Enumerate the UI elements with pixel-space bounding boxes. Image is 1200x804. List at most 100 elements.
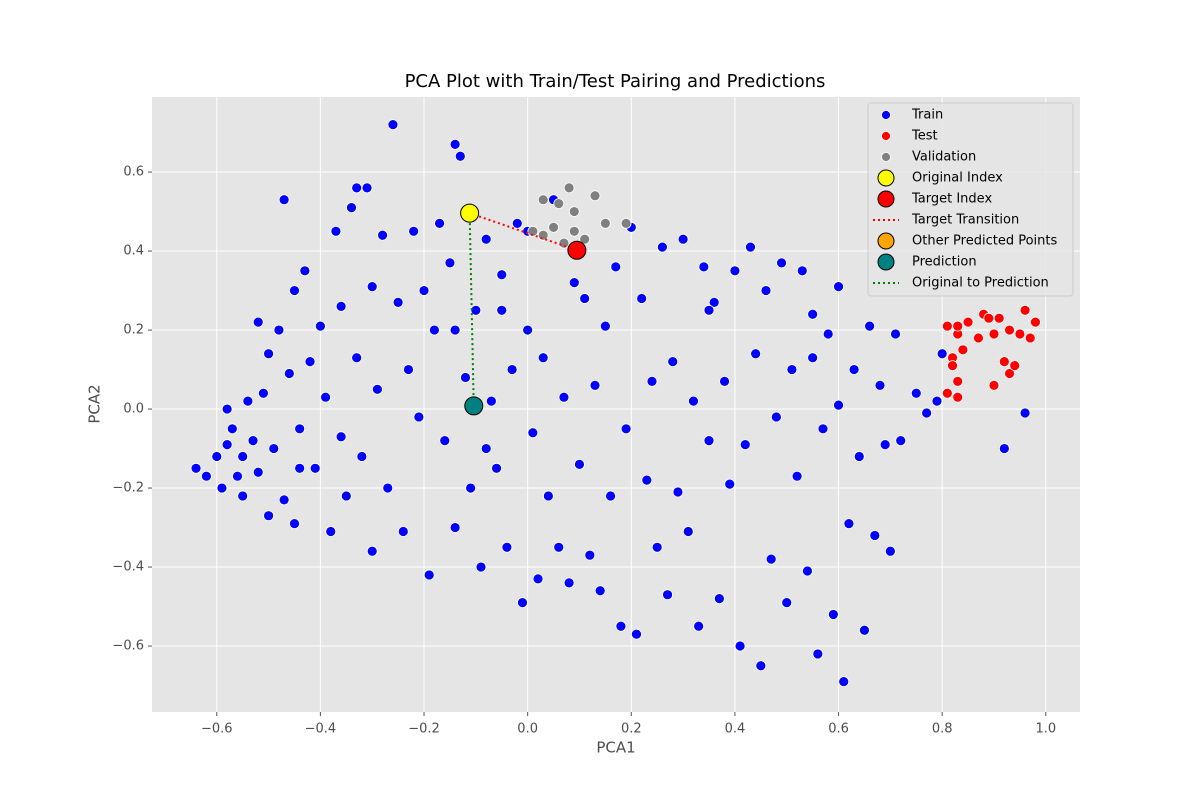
point bbox=[781, 597, 793, 608]
point bbox=[698, 261, 710, 273]
highlight-point bbox=[460, 203, 480, 223]
point bbox=[542, 490, 554, 502]
point bbox=[962, 316, 974, 328]
point bbox=[599, 217, 611, 229]
point bbox=[496, 304, 508, 316]
point bbox=[1014, 328, 1026, 340]
point bbox=[278, 194, 290, 206]
y-axis-label: PCA2 bbox=[86, 384, 104, 423]
point bbox=[1019, 407, 1031, 419]
legend-label: Test bbox=[911, 129, 938, 144]
point bbox=[558, 391, 570, 403]
point bbox=[589, 190, 601, 202]
legend-label: Target Transition bbox=[911, 213, 1019, 228]
point bbox=[221, 439, 233, 450]
point bbox=[859, 624, 870, 636]
point bbox=[579, 233, 591, 245]
point bbox=[335, 300, 347, 312]
point bbox=[371, 383, 383, 395]
point bbox=[755, 660, 767, 672]
point bbox=[335, 431, 347, 443]
legend-label: Other Predicted Points bbox=[912, 234, 1057, 249]
point bbox=[242, 395, 254, 407]
point bbox=[428, 324, 440, 336]
point bbox=[325, 526, 337, 537]
y-tick-label: −0.6 bbox=[112, 639, 144, 654]
point bbox=[620, 217, 632, 229]
point bbox=[423, 569, 435, 581]
highlight-point bbox=[464, 396, 484, 416]
point bbox=[537, 194, 549, 206]
point bbox=[304, 356, 316, 368]
point bbox=[983, 312, 995, 324]
point bbox=[1030, 316, 1041, 328]
point bbox=[511, 217, 523, 229]
point bbox=[890, 328, 901, 340]
point bbox=[770, 411, 782, 423]
point bbox=[294, 462, 306, 474]
point bbox=[656, 241, 668, 253]
point bbox=[615, 620, 627, 632]
x-tick-label: −0.6 bbox=[201, 722, 233, 737]
point bbox=[221, 403, 233, 415]
point bbox=[237, 490, 249, 502]
point bbox=[739, 439, 751, 450]
legend-swatch bbox=[881, 152, 891, 162]
point bbox=[356, 451, 368, 462]
x-tick-label: −0.2 bbox=[408, 722, 440, 737]
connector-line bbox=[469, 212, 578, 252]
point bbox=[366, 545, 378, 557]
point bbox=[309, 462, 321, 474]
point bbox=[703, 435, 715, 447]
point bbox=[201, 470, 212, 482]
point bbox=[610, 261, 622, 273]
point bbox=[869, 530, 881, 541]
point bbox=[807, 308, 819, 320]
point bbox=[444, 257, 456, 269]
point bbox=[568, 277, 580, 289]
point bbox=[377, 229, 388, 241]
point bbox=[366, 281, 378, 292]
legend-swatch bbox=[877, 190, 895, 208]
point bbox=[973, 332, 984, 344]
point bbox=[563, 182, 575, 194]
point bbox=[475, 561, 487, 573]
point bbox=[952, 391, 964, 403]
point bbox=[1004, 368, 1015, 379]
point bbox=[413, 411, 425, 423]
point bbox=[553, 198, 565, 210]
point bbox=[776, 257, 787, 269]
point bbox=[449, 324, 461, 336]
point bbox=[703, 304, 715, 316]
point bbox=[517, 597, 528, 608]
legend-label: Validation bbox=[912, 150, 976, 165]
point bbox=[786, 364, 798, 375]
point bbox=[791, 470, 803, 482]
point bbox=[734, 640, 746, 652]
point bbox=[252, 316, 264, 328]
point bbox=[993, 312, 1005, 324]
point bbox=[449, 522, 461, 533]
point bbox=[506, 364, 518, 375]
point bbox=[936, 348, 948, 360]
point bbox=[745, 241, 756, 253]
point bbox=[537, 352, 549, 364]
legend-box bbox=[867, 102, 1074, 297]
point bbox=[1019, 304, 1031, 316]
x-tick-label: 1.0 bbox=[1035, 722, 1056, 737]
point bbox=[879, 439, 891, 450]
point bbox=[491, 462, 502, 474]
point bbox=[268, 443, 280, 454]
point bbox=[713, 593, 725, 605]
point bbox=[677, 233, 689, 245]
point bbox=[843, 518, 855, 529]
point bbox=[589, 379, 601, 391]
point bbox=[283, 368, 295, 379]
point bbox=[273, 324, 285, 336]
point bbox=[729, 265, 741, 277]
point bbox=[454, 150, 466, 162]
legend-swatch bbox=[881, 131, 891, 141]
point bbox=[553, 541, 565, 553]
point bbox=[988, 379, 1000, 391]
